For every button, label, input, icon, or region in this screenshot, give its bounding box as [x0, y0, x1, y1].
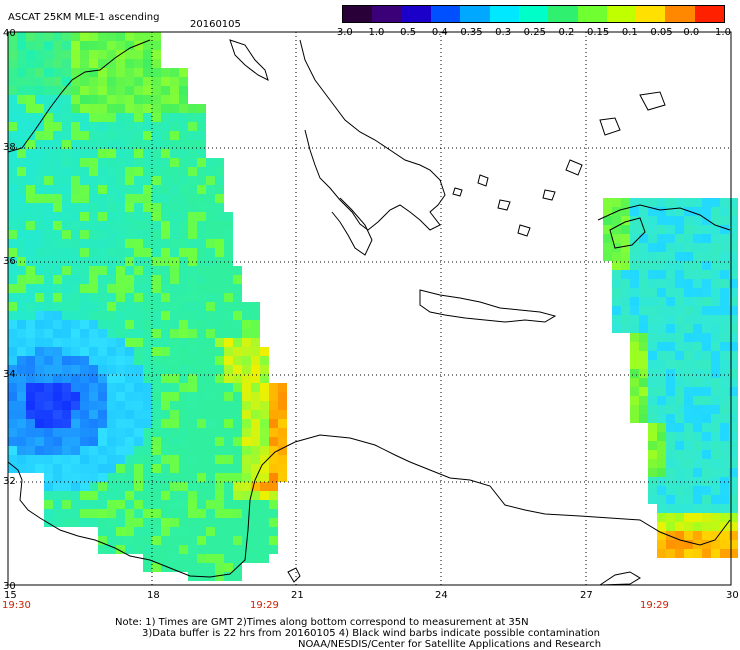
note-line-2: 3)Data buffer is 22 hrs from 20160105 4)… [142, 628, 600, 639]
map-frame [7, 31, 732, 586]
time-label-right: 19:29 [640, 600, 669, 611]
wind-data-swath [8, 32, 738, 581]
colorbar-segment [489, 6, 519, 22]
colorbar-segment [694, 6, 725, 22]
lon-label-24: 24 [435, 590, 448, 601]
coastline [7, 39, 731, 586]
coastline-path [497, 199, 511, 211]
coastline-path [452, 187, 463, 197]
coastline-path [599, 117, 621, 136]
coastline-path [639, 91, 666, 111]
coastline-path [419, 289, 557, 323]
lat-label-34: 34 [3, 369, 16, 380]
colorbar-segment [518, 6, 549, 22]
lat-label-38: 38 [3, 142, 16, 153]
coastline-path [229, 39, 269, 81]
coastline-path [7, 434, 731, 578]
lon-label-27: 27 [580, 590, 593, 601]
colorbar-segment [636, 6, 666, 22]
lat-label-30: 30 [3, 581, 16, 592]
colorbar-segment [401, 6, 431, 22]
coastline-path [598, 571, 641, 586]
lon-label-30: 30 [726, 590, 739, 601]
note-line-1: Note: 1) Times are GMT 2)Times along bot… [115, 617, 529, 628]
lon-label-21: 21 [291, 590, 304, 601]
coastline-path [609, 217, 646, 249]
colorbar-segment [665, 6, 695, 22]
coastline-path [597, 204, 731, 231]
coastline-path [287, 567, 301, 583]
product-title: ASCAT 25KM MLE-1 ascending [8, 12, 160, 23]
colorbar-segment [606, 6, 637, 22]
colorbar-segment [577, 6, 607, 22]
coastline-path [565, 159, 583, 176]
coastline-path [7, 39, 151, 153]
colorbar [342, 5, 725, 23]
colorbar-segment [372, 6, 402, 22]
lon-label-18: 18 [147, 590, 160, 601]
coastline-path [517, 224, 531, 237]
note-line-3: NOAA/NESDIS/Center for Satellite Applica… [298, 639, 602, 650]
lat-lon-grid [8, 32, 731, 585]
product-date: 20160105 [190, 19, 241, 30]
lat-label-40: 40 [3, 28, 16, 39]
time-label-middle: 19:29 [250, 600, 279, 611]
lat-label-36: 36 [3, 256, 16, 267]
coastline-path [542, 189, 556, 201]
lon-label-15: 15 [4, 590, 17, 601]
colorbar-segment [343, 6, 373, 22]
coastline-path [331, 197, 373, 256]
colorbar-segment [548, 6, 578, 22]
coastline-path [299, 39, 446, 231]
lat-label-32: 32 [3, 476, 16, 487]
colorbar-segment [430, 6, 461, 22]
coastline-path [477, 174, 489, 187]
time-label-left: 19:30 [2, 600, 31, 611]
colorbar-segment [460, 6, 490, 22]
